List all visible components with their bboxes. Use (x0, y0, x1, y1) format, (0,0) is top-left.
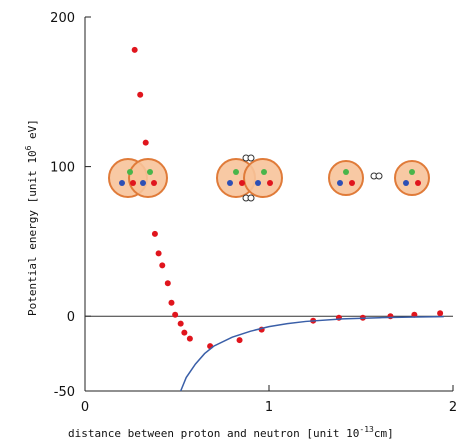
curve (179, 315, 444, 392)
x-axis-label: distance between proton and neutron [uni… (68, 425, 394, 440)
point (155, 250, 162, 257)
point (151, 230, 158, 237)
point (131, 46, 138, 53)
point (177, 320, 184, 327)
y-tick-label: -50 (54, 385, 75, 400)
x-tick-label: 1 (265, 400, 273, 415)
point (236, 337, 243, 344)
point (137, 91, 144, 98)
point (411, 311, 418, 318)
point (387, 313, 394, 320)
y-tick-label: 100 (50, 161, 75, 176)
point (437, 310, 444, 317)
illustrations (108, 154, 430, 202)
x-tick-label: 2 (449, 400, 457, 415)
point (159, 262, 166, 269)
y-tick-label: 200 (50, 11, 75, 26)
y-axis-label: Potential energy [unit 106 eV] (24, 119, 39, 316)
point (181, 329, 188, 336)
point (186, 335, 193, 342)
point (172, 311, 179, 318)
point (168, 299, 175, 306)
y-tick-label: 0 (67, 310, 75, 325)
x-tick-label: 0 (81, 400, 89, 415)
point (164, 280, 171, 287)
point (142, 139, 149, 146)
